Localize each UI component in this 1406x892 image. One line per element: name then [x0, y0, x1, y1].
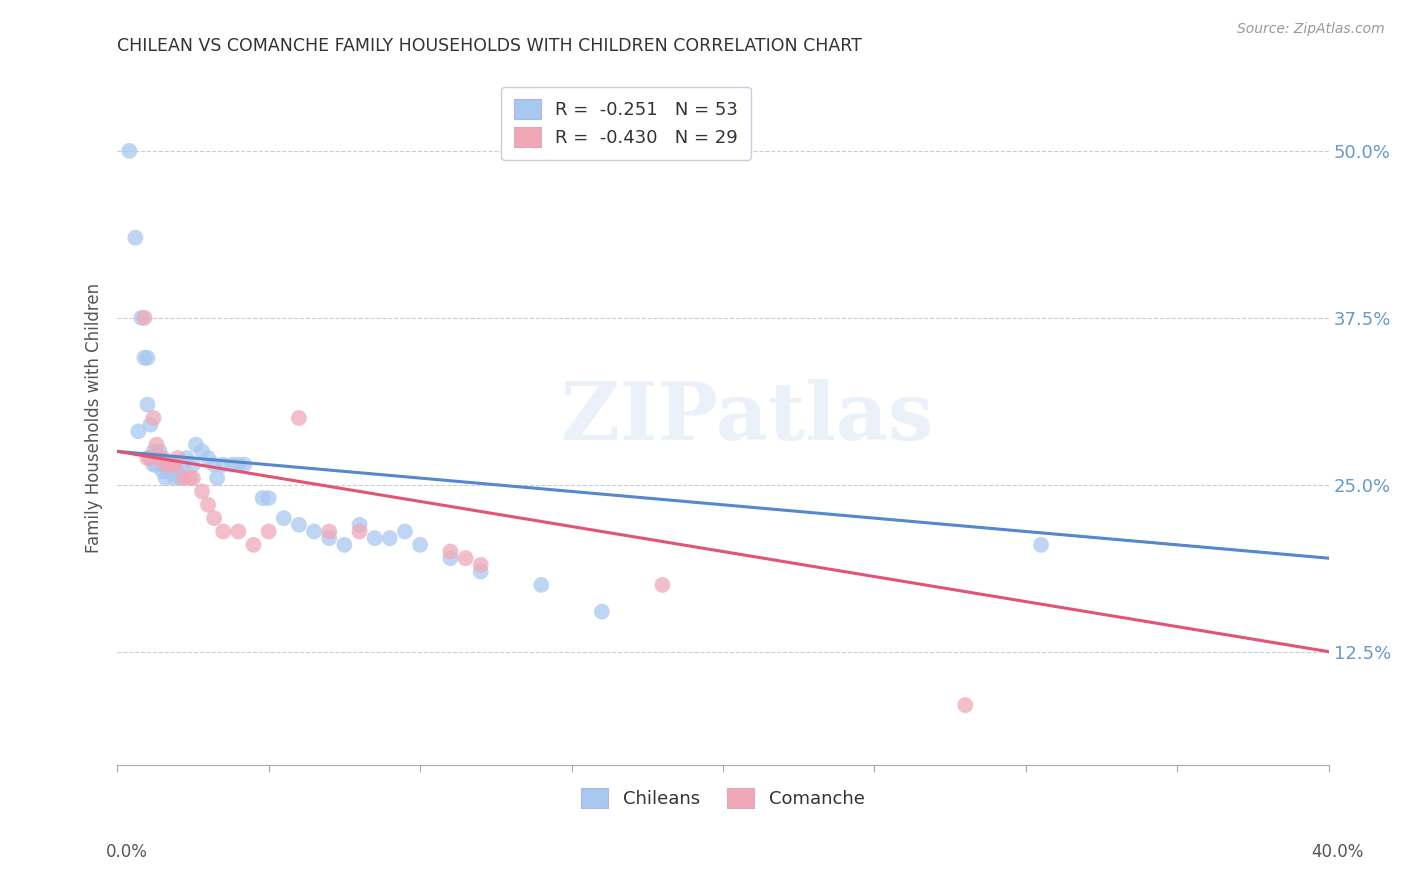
- Point: [439, 544, 461, 558]
- Point: [166, 464, 188, 478]
- Point: [173, 471, 195, 485]
- Point: [318, 531, 340, 545]
- Text: CHILEAN VS COMANCHE FAMILY HOUSEHOLDS WITH CHILDREN CORRELATION CHART: CHILEAN VS COMANCHE FAMILY HOUSEHOLDS WI…: [117, 37, 862, 55]
- Point: [273, 511, 295, 525]
- Point: [142, 411, 165, 425]
- Text: Source: ZipAtlas.com: Source: ZipAtlas.com: [1237, 22, 1385, 37]
- Point: [163, 458, 186, 472]
- Point: [394, 524, 416, 539]
- Point: [160, 458, 183, 472]
- Point: [228, 458, 250, 472]
- Point: [242, 538, 264, 552]
- Point: [205, 471, 228, 485]
- Point: [152, 458, 174, 472]
- Point: [152, 450, 174, 465]
- Point: [191, 484, 214, 499]
- Point: [176, 450, 198, 465]
- Point: [212, 458, 235, 472]
- Text: 40.0%: 40.0%: [1312, 843, 1364, 861]
- Point: [378, 531, 401, 545]
- Point: [197, 498, 219, 512]
- Point: [136, 450, 159, 465]
- Point: [202, 511, 225, 525]
- Point: [257, 524, 280, 539]
- Point: [149, 444, 172, 458]
- Point: [139, 450, 162, 465]
- Point: [651, 578, 673, 592]
- Point: [160, 458, 183, 472]
- Point: [202, 458, 225, 472]
- Point: [124, 230, 146, 244]
- Point: [155, 471, 177, 485]
- Point: [470, 558, 492, 572]
- Point: [152, 464, 174, 478]
- Point: [257, 491, 280, 505]
- Point: [181, 458, 204, 472]
- Point: [530, 578, 553, 592]
- Point: [145, 458, 167, 472]
- Point: [163, 471, 186, 485]
- Point: [155, 458, 177, 472]
- Point: [233, 458, 256, 472]
- Point: [439, 551, 461, 566]
- Point: [134, 310, 156, 325]
- Point: [228, 524, 250, 539]
- Point: [191, 444, 214, 458]
- Text: ZIPatlas: ZIPatlas: [561, 379, 934, 457]
- Point: [302, 524, 325, 539]
- Point: [184, 438, 207, 452]
- Point: [139, 417, 162, 432]
- Point: [288, 517, 311, 532]
- Point: [288, 411, 311, 425]
- Point: [142, 458, 165, 472]
- Point: [145, 450, 167, 465]
- Point: [333, 538, 356, 552]
- Point: [145, 438, 167, 452]
- Point: [252, 491, 274, 505]
- Point: [181, 471, 204, 485]
- Point: [363, 531, 385, 545]
- Legend: Chileans, Comanche: Chileans, Comanche: [574, 780, 872, 815]
- Point: [160, 464, 183, 478]
- Point: [149, 450, 172, 465]
- Point: [470, 565, 492, 579]
- Point: [136, 398, 159, 412]
- Point: [349, 524, 371, 539]
- Point: [166, 450, 188, 465]
- Point: [318, 524, 340, 539]
- Text: 0.0%: 0.0%: [105, 843, 148, 861]
- Point: [131, 310, 153, 325]
- Point: [173, 458, 195, 472]
- Point: [212, 524, 235, 539]
- Point: [179, 471, 201, 485]
- Point: [409, 538, 432, 552]
- Point: [221, 458, 243, 472]
- Point: [454, 551, 477, 566]
- Point: [197, 450, 219, 465]
- Point: [955, 698, 977, 712]
- Point: [1029, 538, 1052, 552]
- Point: [118, 144, 141, 158]
- Point: [170, 471, 193, 485]
- Point: [127, 425, 149, 439]
- Y-axis label: Family Households with Children: Family Households with Children: [86, 283, 103, 553]
- Point: [134, 351, 156, 365]
- Point: [157, 464, 180, 478]
- Point: [349, 517, 371, 532]
- Point: [155, 458, 177, 472]
- Point: [142, 444, 165, 458]
- Point: [591, 605, 613, 619]
- Point: [136, 351, 159, 365]
- Point: [149, 450, 172, 465]
